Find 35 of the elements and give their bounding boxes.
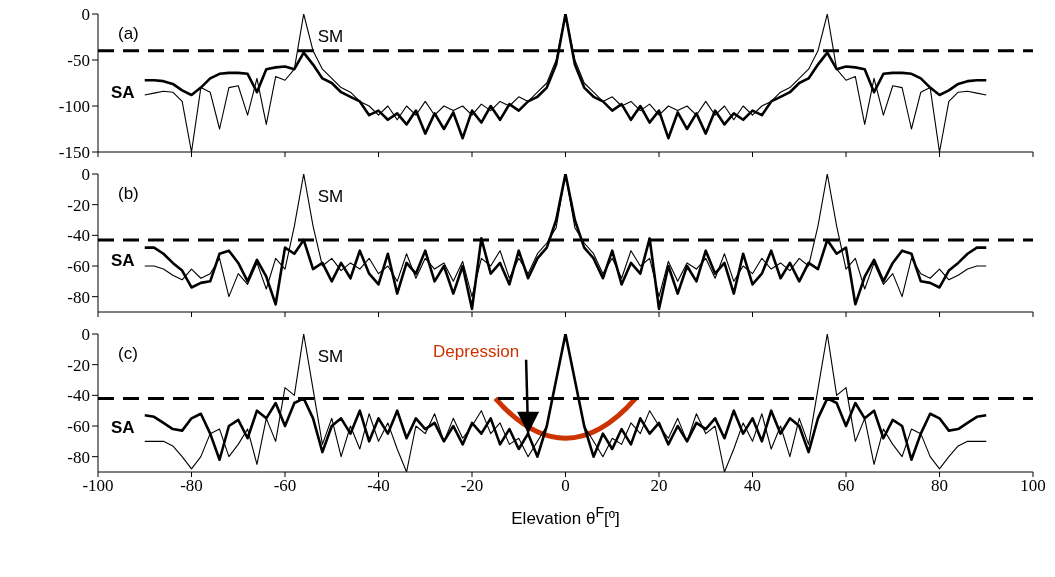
annotation: (b)	[118, 184, 139, 204]
y-tick-label: -50	[67, 51, 90, 71]
y-tick-label: -60	[67, 257, 90, 277]
x-axis-title: Elevation θ$^{F}$[º]	[511, 504, 620, 528]
series-label: SM	[317, 187, 344, 207]
series-label: SM	[317, 27, 344, 47]
y-tick-label: 0	[81, 5, 90, 25]
series-label: SA	[110, 250, 135, 270]
x-tick-label: 20	[650, 476, 668, 496]
annotation: (c)	[118, 344, 138, 364]
x-tick-label: 80	[931, 476, 948, 496]
y-tick-label: -20	[67, 355, 90, 375]
y-tick-label: -150	[58, 143, 90, 163]
y-tick-label: 0	[81, 165, 90, 185]
y-tick-label: -20	[67, 195, 90, 215]
x-tick-label: -60	[273, 476, 297, 496]
annotation: Depression	[433, 341, 520, 362]
x-tick-label: 60	[837, 476, 855, 496]
x-tick-label: -80	[180, 476, 203, 496]
y-tick-label: -60	[67, 417, 90, 437]
series-label: SM	[317, 347, 344, 367]
series-label: SA	[110, 418, 135, 438]
y-tick-label: -100	[58, 97, 90, 117]
y-tick-label: -40	[67, 226, 90, 246]
x-tick-label: -20	[460, 476, 484, 496]
y-tick-label: -40	[67, 386, 90, 406]
y-tick-label: -80	[67, 287, 90, 307]
x-tick-label: -40	[367, 476, 390, 496]
x-tick-label: 0	[561, 476, 570, 496]
annotation: (a)	[118, 24, 139, 44]
series-label: SA	[110, 83, 135, 103]
y-tick-label: 0	[81, 325, 90, 345]
x-tick-label: 100	[1020, 476, 1046, 496]
y-tick-label: -80	[67, 447, 90, 467]
x-tick-label: 40	[744, 476, 761, 496]
